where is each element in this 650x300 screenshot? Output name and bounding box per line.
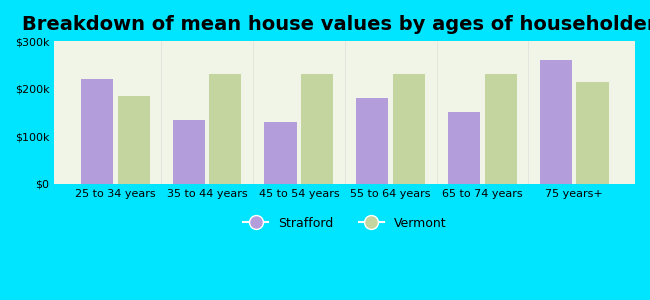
Bar (173, 120, 205, 184)
Bar (540, 60, 572, 184)
Bar (393, 74, 425, 184)
Bar (356, 98, 388, 184)
Bar (118, 96, 150, 184)
Bar (577, 82, 608, 184)
Bar (448, 112, 480, 184)
Bar (301, 74, 333, 184)
Bar (209, 74, 242, 184)
Bar (81, 79, 113, 184)
Legend: Strafford, Vermont: Strafford, Vermont (239, 212, 451, 235)
Bar (485, 74, 517, 184)
Bar (265, 122, 296, 184)
Title: Breakdown of mean house values by ages of householders: Breakdown of mean house values by ages o… (21, 15, 650, 34)
